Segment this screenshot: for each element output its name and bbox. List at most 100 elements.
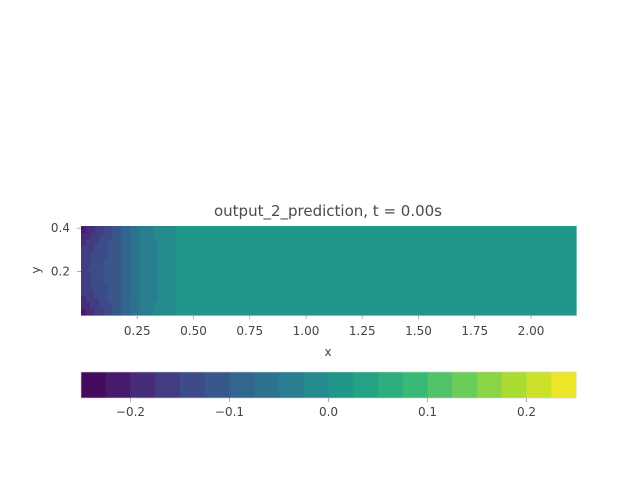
heatmap-cell [342, 241, 348, 244]
heatmap-cell [414, 271, 420, 275]
heatmap-cell [297, 280, 303, 284]
heatmap-cell [369, 258, 375, 262]
heatmap-cell [535, 310, 541, 314]
heatmap-cell [283, 310, 289, 314]
heatmap-cell [346, 269, 352, 273]
heatmap-cell [148, 269, 154, 273]
heatmap-cell [319, 252, 325, 255]
heatmap-cell [310, 260, 316, 264]
heatmap-cell [414, 241, 420, 244]
heatmap-cell [315, 306, 321, 310]
heatmap-cell [409, 284, 415, 288]
heatmap-cell [423, 269, 429, 273]
heatmap-cell [306, 301, 312, 305]
heatmap-cell [351, 308, 357, 312]
heatmap-cell [274, 249, 280, 253]
heatmap-cell [135, 249, 141, 253]
heatmap-cell [355, 267, 361, 271]
heatmap-cell [517, 286, 523, 290]
heatmap-cell [481, 306, 487, 310]
heatmap-cell [400, 226, 406, 229]
heatmap-cell [468, 310, 474, 314]
heatmap-cell [234, 280, 240, 284]
heatmap-cell [571, 256, 577, 260]
heatmap-cell [567, 295, 573, 299]
heatmap-cell [441, 295, 447, 299]
heatmap-cell [256, 254, 262, 257]
heatmap-cell [99, 226, 105, 229]
heatmap-cell [400, 271, 406, 275]
heatmap-cell [256, 258, 262, 262]
heatmap-cell [472, 299, 478, 303]
heatmap-cell [90, 249, 96, 253]
heatmap-cell [148, 310, 154, 314]
heatmap-cell [292, 282, 298, 286]
heatmap-cell [216, 291, 222, 294]
heatmap-cell [513, 241, 519, 244]
heatmap-cell [283, 312, 289, 316]
heatmap-cell [373, 247, 379, 251]
heatmap-cell [382, 260, 388, 264]
heatmap-cell [144, 247, 150, 251]
heatmap-cell [535, 271, 541, 275]
heatmap-cell [526, 301, 532, 305]
heatmap-cell [540, 284, 546, 288]
heatmap-cell [495, 249, 501, 253]
heatmap-cell [279, 310, 285, 314]
heatmap-cell [292, 297, 298, 301]
heatmap-cell [315, 273, 321, 277]
heatmap-cell [166, 286, 172, 290]
heatmap-cell [373, 295, 379, 299]
heatmap-cell [405, 304, 411, 307]
heatmap-cell [405, 310, 411, 314]
heatmap-cell [409, 267, 415, 271]
heatmap-cell [495, 275, 501, 279]
heatmap-cell [121, 284, 127, 288]
heatmap-cell [553, 245, 559, 249]
heatmap-cell [355, 243, 361, 247]
heatmap-cell [414, 228, 420, 231]
heatmap-cell [490, 291, 496, 294]
heatmap-cell [495, 254, 501, 257]
heatmap-cell [432, 310, 438, 314]
heatmap-cell [256, 273, 262, 277]
heatmap-cell [211, 234, 217, 238]
heatmap-cell [468, 260, 474, 264]
heatmap-cell [81, 256, 87, 260]
heatmap-cell [166, 247, 172, 251]
heatmap-cell [405, 286, 411, 290]
heatmap-cell [382, 254, 388, 257]
heatmap-cell [553, 232, 559, 236]
heatmap-cell [225, 275, 231, 279]
heatmap-cell [279, 299, 285, 303]
heatmap-cell [333, 306, 339, 310]
heatmap-cell [270, 282, 276, 286]
heatmap-cell [108, 299, 114, 303]
heatmap-cell [522, 293, 528, 297]
heatmap-cell [310, 282, 316, 286]
heatmap-cell [243, 254, 249, 257]
heatmap-cell [184, 258, 190, 262]
heatmap-cell [157, 241, 163, 244]
heatmap-cell [211, 256, 217, 260]
heatmap-cell [378, 267, 384, 271]
heatmap-cell [193, 312, 199, 316]
heatmap-cell [436, 249, 442, 253]
heatmap-cell [351, 282, 357, 286]
heatmap-cell [202, 301, 208, 305]
heatmap-cell [522, 249, 528, 253]
heatmap-cell [540, 254, 546, 257]
heatmap-cell [171, 271, 177, 275]
heatmap-cell [166, 275, 172, 279]
heatmap-cells [81, 226, 577, 316]
heatmap-cell [216, 299, 222, 303]
heatmap-cell [234, 236, 240, 240]
heatmap-cell [378, 226, 384, 229]
heatmap-cell [247, 308, 253, 312]
heatmap-cell [238, 304, 244, 307]
heatmap-cell [454, 236, 460, 240]
heatmap-cell [490, 308, 496, 312]
heatmap-cell [171, 232, 177, 236]
heatmap-cell [315, 241, 321, 244]
heatmap-cell [90, 288, 96, 292]
